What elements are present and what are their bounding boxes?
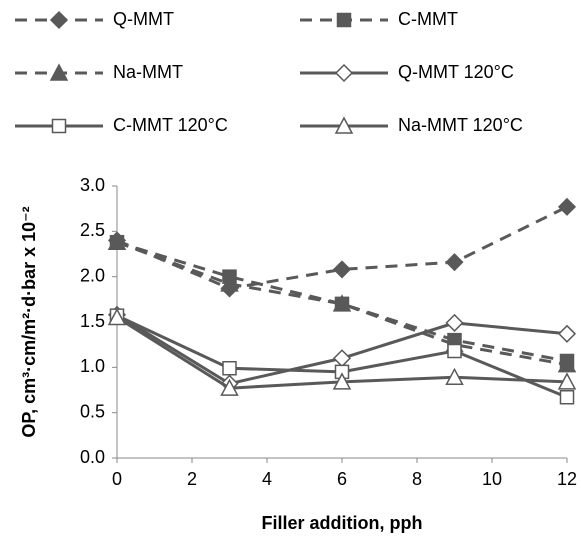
x-tick-label: 0 [112,469,122,489]
legend-marker [334,116,354,134]
x-tick-label: 12 [557,469,577,489]
marker [557,372,577,390]
y-tick-label: 0.5 [80,401,105,421]
legend-label: Q-MMT 120°C [398,62,514,82]
marker [557,324,577,343]
series-line [116,205,568,291]
marker [220,378,239,396]
marker [332,260,352,279]
legend-label: Na-MMT [113,62,183,82]
y-axis-label: OP, cm³·cm/m²·d·bar x 10⁻² [19,206,39,437]
legend-marker [334,63,354,83]
marker [107,307,127,326]
y-tick-label: 1.0 [80,356,105,376]
x-tick-label: 2 [187,469,197,489]
y-tick-label: 2.0 [80,265,105,285]
legend-label: C-MMT [398,9,458,29]
legend-marker [49,63,69,81]
marker [332,294,352,312]
series-line [116,240,568,363]
x-axis-label: Filler addition, pph [262,513,423,533]
marker [447,343,462,359]
x-tick-label: 8 [412,469,422,489]
x-tick-label: 4 [262,469,272,489]
y-tick-label: 0.0 [80,447,105,467]
legend-label: Na-MMT 120°C [398,115,523,135]
marker [332,349,352,368]
marker [445,253,464,272]
legend-label: C-MMT 120°C [113,115,228,135]
x-tick-label: 10 [482,469,502,489]
marker [557,355,577,373]
marker [559,390,575,405]
x-tick-label: 6 [337,469,347,489]
marker [445,367,464,386]
marker [220,274,239,292]
y-tick-label: 3.0 [80,175,105,195]
marker [445,313,464,332]
marker [107,232,127,250]
legend-marker [49,10,69,30]
y-tick-label: 1.5 [80,311,105,331]
marker [332,372,352,390]
marker [222,360,237,376]
legend-marker [336,12,352,28]
marker [557,197,577,216]
legend-marker [51,118,67,134]
legend-label: Q-MMT [113,9,174,29]
y-tick-label: 2.5 [80,220,105,240]
series-line [116,240,568,367]
